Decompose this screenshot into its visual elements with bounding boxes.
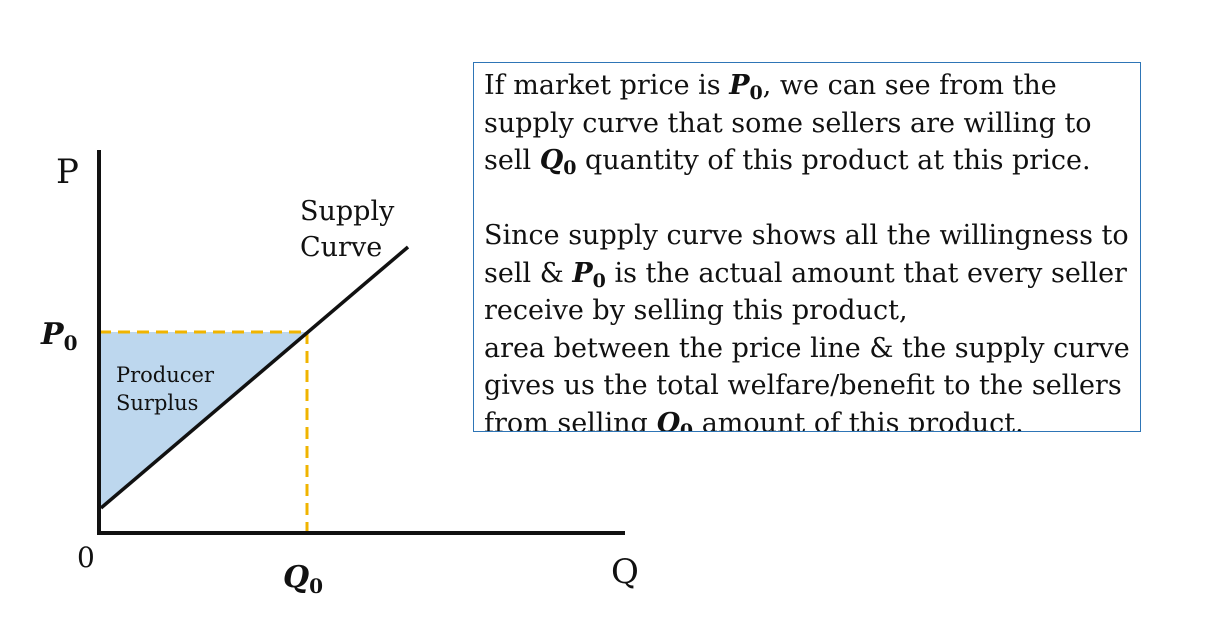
producer-surplus-diagram: P Q 0 P0 Q0 Supply Curve Producer Surplu… xyxy=(40,150,639,598)
producer-surplus-label-line1: Producer xyxy=(116,363,215,387)
price-variable: P0 xyxy=(572,257,606,292)
explanation-line: gives us the total welfare/benefit to th… xyxy=(484,370,1122,401)
explanation-line: sell Q0 quantity of this product at this… xyxy=(484,145,1091,179)
supply-curve xyxy=(99,245,410,510)
y-axis-label: P xyxy=(56,152,79,192)
producer-surplus-label-line2: Surplus xyxy=(116,391,198,415)
explanation-line: If market price is P0, we can see from t… xyxy=(484,70,1057,104)
price-variable: P0 xyxy=(729,70,763,104)
origin-label: 0 xyxy=(77,541,95,574)
quantity-q0-label: Q0 xyxy=(283,560,323,598)
explanation-line: sell & P0 is the actual amount that ever… xyxy=(484,257,1127,292)
explanation-line: receive by selling this product, xyxy=(484,295,908,326)
supply-curve-label-line2: Curve xyxy=(300,232,382,263)
x-axis-label: Q xyxy=(611,552,639,592)
explanation-box: If market price is P0, we can see from t… xyxy=(473,62,1141,432)
explanation-line: supply curve that some sellers are willi… xyxy=(484,107,1092,139)
explanation-line: area between the price line & the supply… xyxy=(484,332,1130,364)
quantity-variable: Q0 xyxy=(539,145,577,179)
quantity-variable: Q0 xyxy=(656,407,694,432)
price-p0-label: P0 xyxy=(40,317,77,355)
explanation-line: from selling Q0 amount of this product. xyxy=(484,405,1132,432)
explanation-line: Since supply curve shows all the willing… xyxy=(484,220,1129,251)
supply-curve-label-line1: Supply xyxy=(300,196,395,227)
paragraph-gap xyxy=(484,180,1132,218)
